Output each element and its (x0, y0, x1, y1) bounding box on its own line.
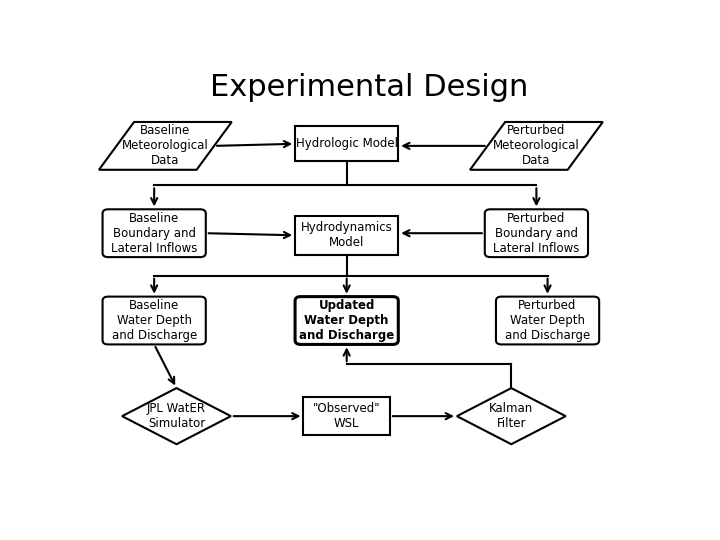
Polygon shape (457, 388, 566, 444)
Text: Baseline
Water Depth
and Discharge: Baseline Water Depth and Discharge (112, 299, 197, 342)
Bar (295, 126, 398, 161)
FancyBboxPatch shape (496, 296, 599, 345)
Text: Hydrologic Model: Hydrologic Model (296, 137, 397, 150)
Text: "Observed"
WSL: "Observed" WSL (313, 402, 380, 430)
FancyBboxPatch shape (102, 296, 206, 345)
Polygon shape (470, 122, 603, 170)
FancyBboxPatch shape (485, 210, 588, 257)
Text: Baseline
Boundary and
Lateral Inflows: Baseline Boundary and Lateral Inflows (111, 212, 197, 255)
Text: Hydrodynamics
Model: Hydrodynamics Model (301, 221, 392, 249)
Text: Kalman
Filter: Kalman Filter (489, 402, 534, 430)
Text: Perturbed
Meteorological
Data: Perturbed Meteorological Data (493, 124, 580, 167)
Text: Baseline
Meteorological
Data: Baseline Meteorological Data (122, 124, 209, 167)
Text: Perturbed
Boundary and
Lateral Inflows: Perturbed Boundary and Lateral Inflows (493, 212, 580, 255)
Polygon shape (99, 122, 232, 170)
FancyBboxPatch shape (102, 210, 206, 257)
Polygon shape (122, 388, 231, 444)
Bar (303, 397, 390, 435)
FancyBboxPatch shape (295, 296, 398, 345)
Text: Perturbed
Water Depth
and Discharge: Perturbed Water Depth and Discharge (505, 299, 590, 342)
Bar (295, 215, 398, 255)
Text: Updated
Water Depth
and Discharge: Updated Water Depth and Discharge (299, 299, 395, 342)
Text: JPL WatER
Simulator: JPL WatER Simulator (147, 402, 206, 430)
Text: Experimental Design: Experimental Design (210, 73, 528, 102)
